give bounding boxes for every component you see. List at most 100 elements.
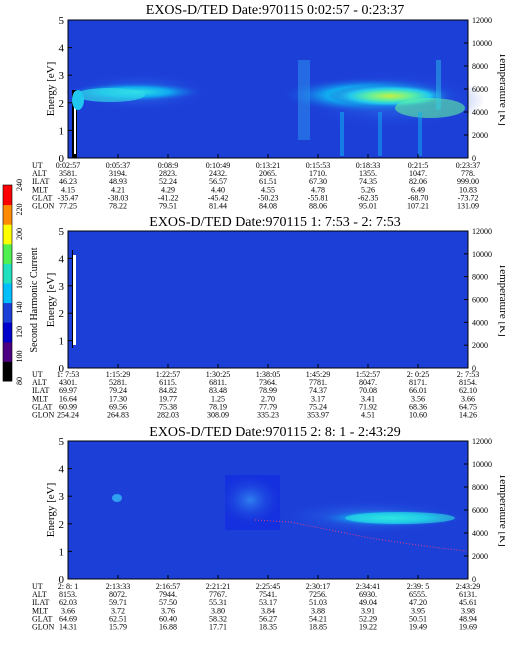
y-right-tick-label: 8000 [472,483,488,492]
orbit-cell: 3.17 [311,394,325,403]
orbit-cell: 15.79 [109,623,127,632]
y-right-tick-label: 8000 [472,273,488,282]
orbit-cell: 3.56 [411,394,425,403]
y-right-tick-label: 4000 [472,318,488,327]
orbit-row-label: ALT [32,590,47,599]
orbit-cell: 8047. [359,378,377,387]
y-tick-label: 2 [59,519,65,531]
orbit-cell: 3.80 [211,606,225,615]
colorbar-label: Second Harmonic Current [29,247,40,352]
colorbar-tick-label: 100 [15,351,24,363]
panel-3-ylabel-right: Temperature [K] [497,473,505,546]
panel-2-ylabel: Energy [eV] [45,273,57,327]
y-tick-label: 4 [59,464,65,476]
orbit-row-label: GLAT [32,193,53,202]
orbit-row-label: UT [32,370,43,379]
orbit-cell: 2:34:41 [356,582,380,591]
orbit-cell: 131.09 [457,202,479,211]
y-right-tick-label: 6000 [472,506,488,515]
colorbar-cell [3,185,12,206]
y-tick-label: 5 [59,15,65,27]
colorbar-tick-label: 180 [15,253,24,265]
orbit-cell: 308.09 [207,411,229,420]
orbit-row-label: ILAT [32,386,49,395]
orbit-cell: 62.51 [109,614,127,623]
orbit-cell: 3.66 [61,606,75,615]
colorbar-tick-label: 200 [15,228,24,240]
orbit-cell: 7767. [209,590,227,599]
orbit-cell: 2.70 [261,394,275,403]
orbit-cell: 2:39: 5 [407,582,429,591]
orbit-row-label: MLT [32,185,48,194]
panel-1-orbit-table: UT 0:02:57 0:05:37 0:08:9 0:10:49 0:13:21 0:15… [32,161,480,211]
orbit-cell: 0:02:57 [56,161,80,170]
orbit-cell: 0:23:37 [456,161,480,170]
panel-1-ylabel-right: Temperature [K] [497,52,505,125]
orbit-cell: 59.71 [109,598,127,607]
orbit-cell: 16.88 [159,623,177,632]
orbit-cell: 64.75 [459,402,477,411]
orbit-row-label: ALT [32,378,47,387]
orbit-cell: 77.25 [59,202,77,211]
orbit-cell: 353.97 [307,411,329,420]
orbit-row-label: ILAT [32,177,49,186]
orbit-cell: 64.69 [59,614,77,623]
y-tick-label: 5 [59,226,65,238]
orbit-cell: 2065. [259,169,277,178]
orbit-cell: 79.51 [159,202,177,211]
y-right-tick-label: 0 [472,154,476,163]
y-tick-label: 0 [59,574,65,586]
panel-2-orbit-table: UT 1: 7:53 1:15:29 1:22:57 1:30:25 1:38:05 1:4… [32,370,479,420]
panel-3: EXOS-D/TED Date:970115 2: 8: 1 - 2:43:29… [32,425,505,632]
orbit-cell: 4.55 [261,185,275,194]
orbit-cell: 14.31 [59,623,77,632]
orbit-row-label: GLAT [32,614,53,623]
orbit-cell: 107.21 [407,202,429,211]
panel-2-title: EXOS-D/TED Date:970115 1: 7:53 - 2: 7:53 [149,215,400,230]
colorbar-cell [3,302,12,323]
orbit-cell: 778. [461,169,475,178]
orbit-cell: 0:08:9 [158,161,178,170]
orbit-cell: 83.48 [209,386,227,395]
orbit-cell: 2:16:57 [156,582,180,591]
orbit-cell: 48.94 [459,614,477,623]
orbit-cell: 1:30:25 [206,370,230,379]
orbit-cell: 1:52:57 [356,370,380,379]
orbit-cell: 47.20 [409,598,427,607]
orbit-cell: 1:45:29 [306,370,330,379]
colorbar: 80 100 120 140 160 180 200 220 240 Second Harmon… [2,179,40,385]
orbit-cell: 8154. [459,378,477,387]
orbit-cell: 4.29 [161,185,175,194]
orbit-cell: 7781. [309,378,327,387]
orbit-cell: 3194. [109,169,127,178]
colorbar-cell [3,224,12,245]
y-right-tick-label: 8000 [472,62,488,71]
y-tick-label: 1 [59,125,65,137]
orbit-cell: 4.21 [111,185,125,194]
y-tick-label: 0 [59,363,65,375]
y-right-tick-label: 2000 [472,131,488,140]
colorbar-cell [3,341,12,362]
orbit-cell: -73.72 [458,193,479,202]
orbit-cell: 48.93 [109,177,127,186]
orbit-row-label: GLON [32,623,54,632]
orbit-cell: 6930. [359,590,377,599]
orbit-cell: 95.01 [359,202,377,211]
orbit-row-label: MLT [32,606,48,615]
orbit-cell: 6811. [209,378,227,387]
y-right-tick-label: 4000 [472,529,488,538]
orbit-cell: 0:18:33 [356,161,380,170]
orbit-cell: 19.69 [459,623,477,632]
panel-3-title: EXOS-D/TED Date:970115 2: 8: 1 - 2:43:29 [149,425,400,440]
panel-2-plot-area [68,231,468,368]
orbit-cell: 3.66 [461,394,475,403]
orbit-row-label: GLAT [32,402,53,411]
orbit-cell: 7541. [259,590,277,599]
orbit-cell: 335.23 [257,411,279,420]
y-tick-label: 4 [59,43,65,55]
y-right-tick-label: 6000 [472,296,488,305]
colorbar-tick-label: 240 [15,179,24,191]
orbit-cell: 4.51 [361,411,375,420]
y-right-tick-label: 10000 [472,250,492,259]
orbit-cell: 0:13:21 [256,161,280,170]
